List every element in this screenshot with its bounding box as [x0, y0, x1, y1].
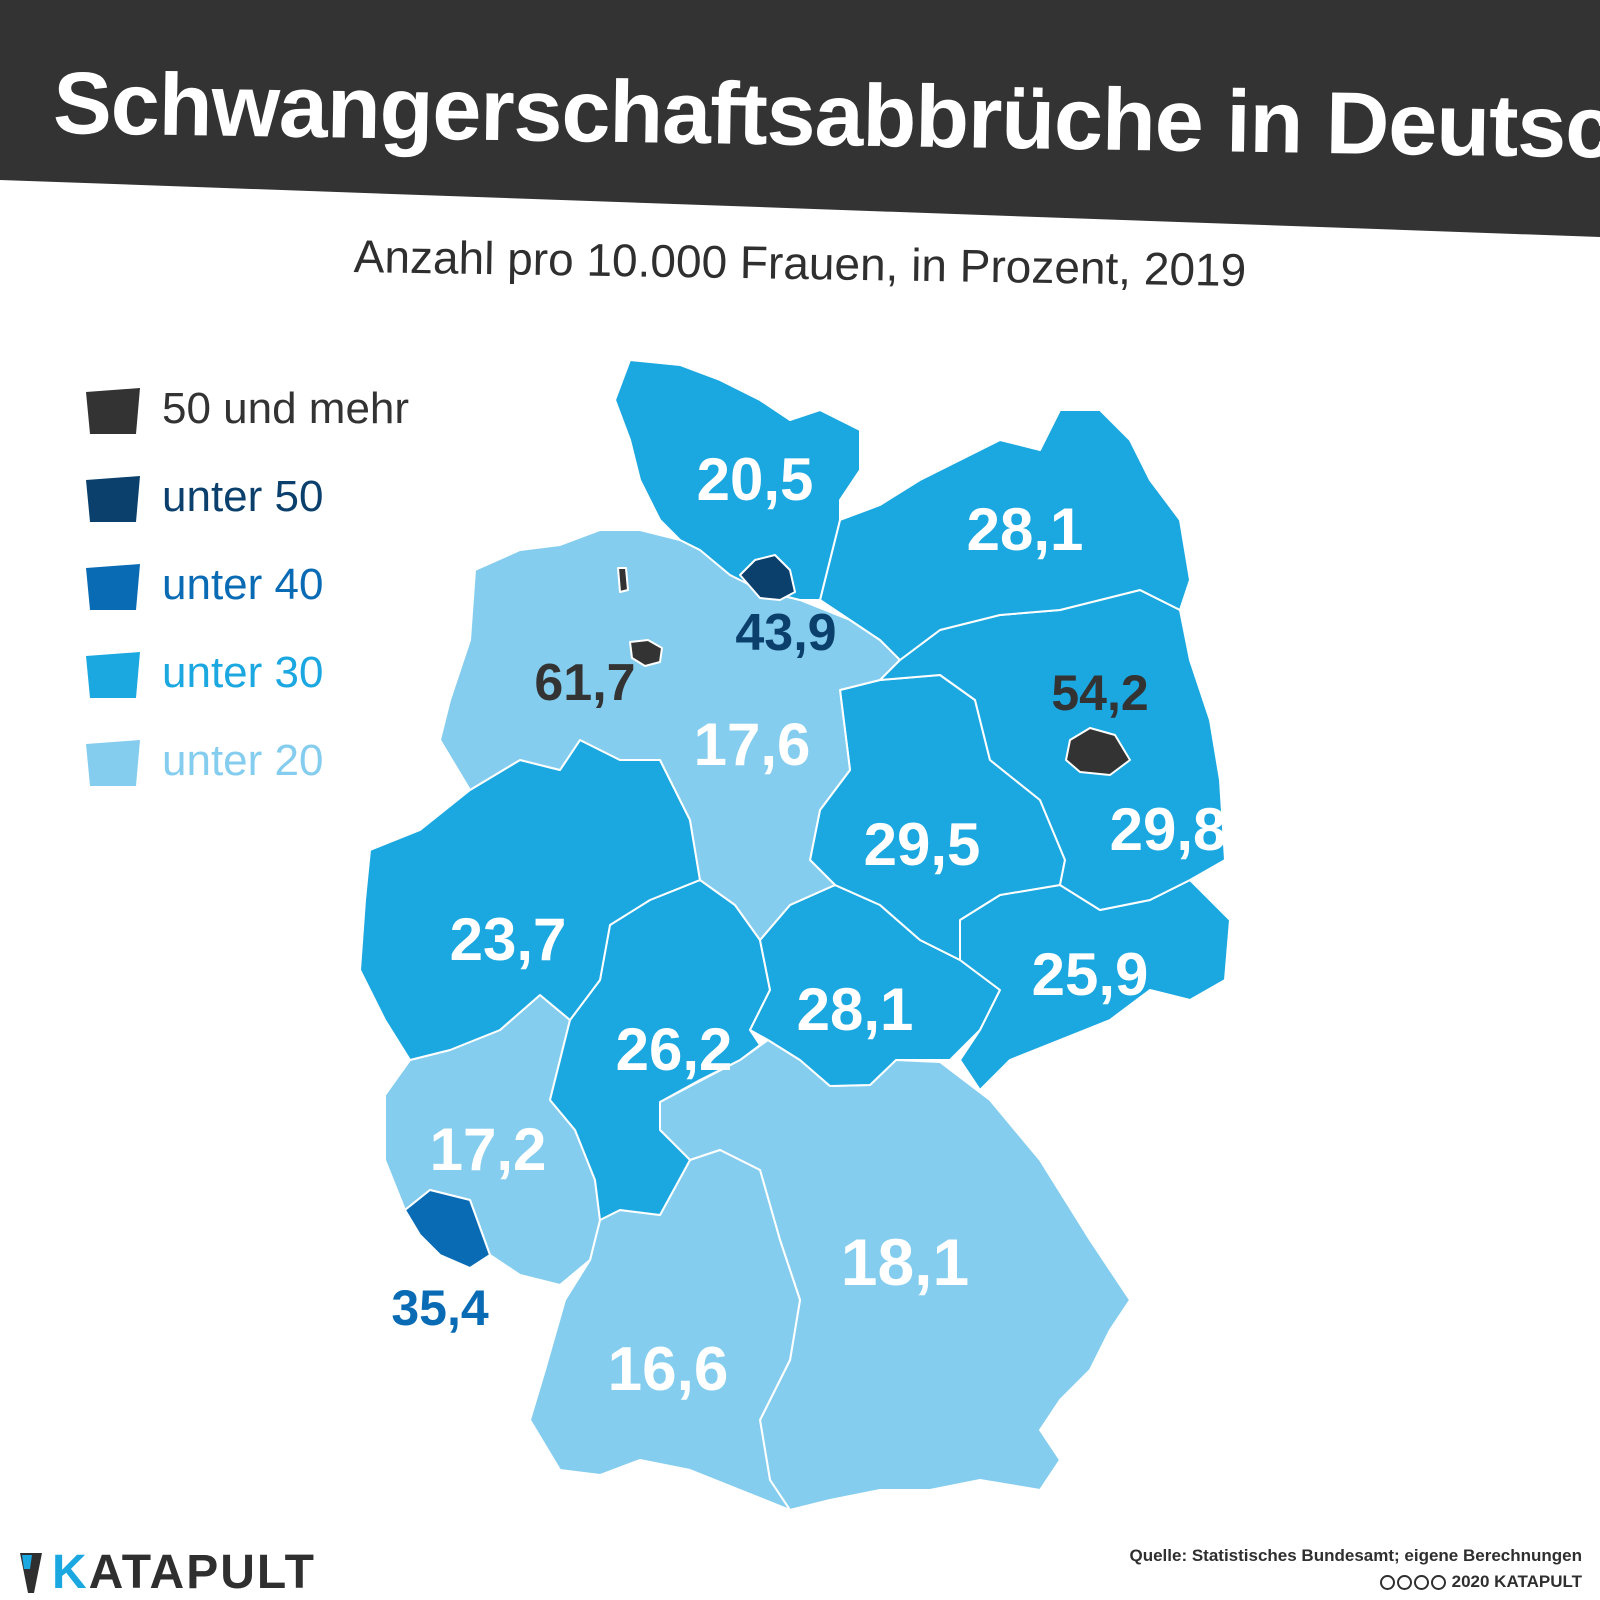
value-label-nw: 23,7 [450, 906, 567, 973]
legend-swatch [86, 740, 140, 786]
value-label-hb: 61,7 [534, 654, 635, 712]
value-label-bw: 16,6 [608, 1335, 729, 1404]
title-banner [0, 0, 1600, 237]
value-label-by: 18,1 [841, 1225, 969, 1299]
logo-k: K [52, 1546, 89, 1599]
legend-label: unter 40 [162, 560, 324, 609]
state-be [1065, 727, 1131, 776]
value-label-he: 26,2 [616, 1016, 733, 1083]
legend-label: unter 50 [162, 472, 324, 521]
value-label-be: 54,2 [1051, 665, 1148, 721]
value-label-ni: 17,6 [694, 711, 811, 778]
catapult-icon [20, 1552, 42, 1593]
source-note: Quelle: Statistisches Bundesamt; eigene … [1129, 1546, 1582, 1565]
value-label-sl: 35,4 [391, 1280, 489, 1336]
value-label-mv: 28,1 [967, 496, 1084, 563]
state-hb-bremerhaven [617, 567, 629, 593]
creative-commons-icon [1379, 1574, 1446, 1590]
legend-swatch [86, 476, 140, 522]
state-hb [629, 639, 663, 667]
legend-swatch [86, 388, 140, 434]
state-mv [819, 409, 1191, 661]
legend-swatch [86, 564, 140, 610]
value-label-sn: 25,9 [1032, 941, 1149, 1008]
state-bw [529, 1149, 801, 1511]
credit-line: 2020 KATAPULT [1379, 1572, 1582, 1592]
katapult-logo: KATAPULT [18, 1545, 316, 1600]
credit-text: 2020 KATAPULT [1451, 1572, 1582, 1591]
legend-label: unter 30 [162, 648, 324, 697]
legend-label: unter 20 [162, 736, 324, 785]
value-label-hh: 43,9 [735, 604, 836, 662]
value-label-sh: 20,5 [697, 446, 814, 513]
legend-swatch [86, 652, 140, 698]
value-label-th: 28,1 [797, 976, 914, 1043]
state-hh [739, 554, 796, 601]
value-label-bb: 29,8 [1110, 796, 1227, 863]
legend-label: 50 und mehr [162, 384, 410, 433]
value-label-st: 29,5 [864, 811, 981, 878]
state-sh [614, 359, 861, 601]
state-sl [404, 1189, 491, 1269]
logo-text: ATAPULT [88, 1546, 316, 1599]
value-label-rp: 17,2 [430, 1116, 547, 1183]
